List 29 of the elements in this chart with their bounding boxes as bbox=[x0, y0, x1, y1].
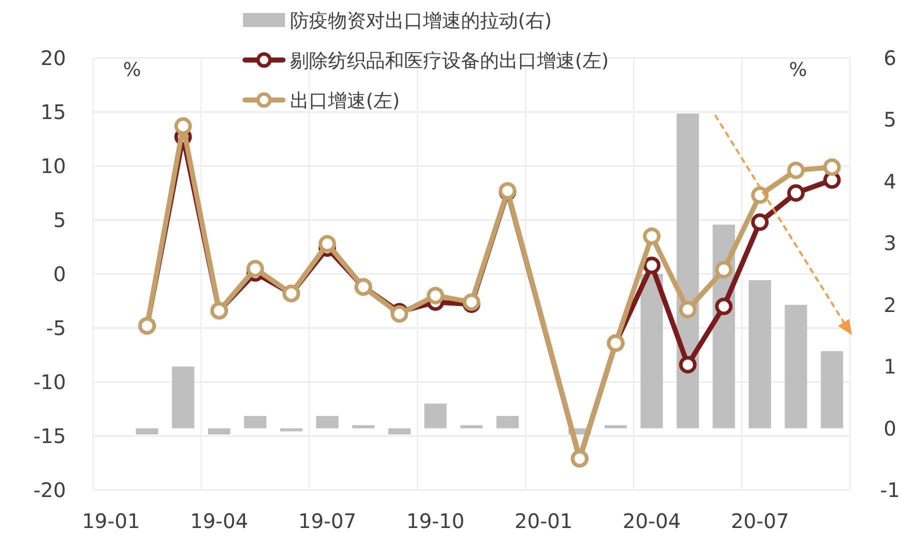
y-tick-label: 0 bbox=[53, 262, 66, 286]
y2-tick-label: 2 bbox=[884, 292, 896, 317]
x-tick-label: 19-04 bbox=[190, 509, 248, 533]
y-tick-label: -20 bbox=[33, 478, 66, 502]
y2-tick-label: 0 bbox=[884, 416, 896, 440]
y2-axis-title: % bbox=[788, 59, 808, 81]
y2-tick-label: -1 bbox=[880, 478, 900, 502]
y-tick-label: -15 bbox=[33, 424, 66, 448]
y2-tick-label: 3 bbox=[884, 231, 896, 256]
y-tick-label: 15 bbox=[40, 100, 66, 124]
y2-tick-label: 5 bbox=[884, 108, 896, 132]
x-tick-label: 20-04 bbox=[622, 509, 681, 533]
x-tick-label: 20-07 bbox=[730, 509, 789, 533]
y2-tick-label: 6 bbox=[884, 46, 896, 70]
legend-label: 剔除纺织品和医疗设备的出口增速(左) bbox=[290, 50, 609, 72]
y-tick-label: 5 bbox=[53, 208, 66, 232]
y-tick-label: 10 bbox=[40, 154, 66, 178]
x-tick-label: 20-01 bbox=[514, 509, 573, 533]
x-tick-label: 19-01 bbox=[82, 509, 140, 533]
y2-tick-label: 4 bbox=[884, 169, 896, 194]
y-axis-title: % bbox=[122, 59, 142, 81]
legend-label: 防疫物资对出口增速的拉动(右) bbox=[290, 10, 552, 32]
y-tick-label: -10 bbox=[33, 370, 66, 394]
x-tick-label: 19-07 bbox=[298, 509, 356, 533]
y2-tick-label: 1 bbox=[884, 354, 896, 379]
y-tick-label: 20 bbox=[40, 46, 66, 70]
y-tick-label: -5 bbox=[46, 316, 66, 340]
legend-label: 出口增速(左) bbox=[290, 90, 400, 112]
x-tick-label: 19-10 bbox=[406, 509, 465, 533]
